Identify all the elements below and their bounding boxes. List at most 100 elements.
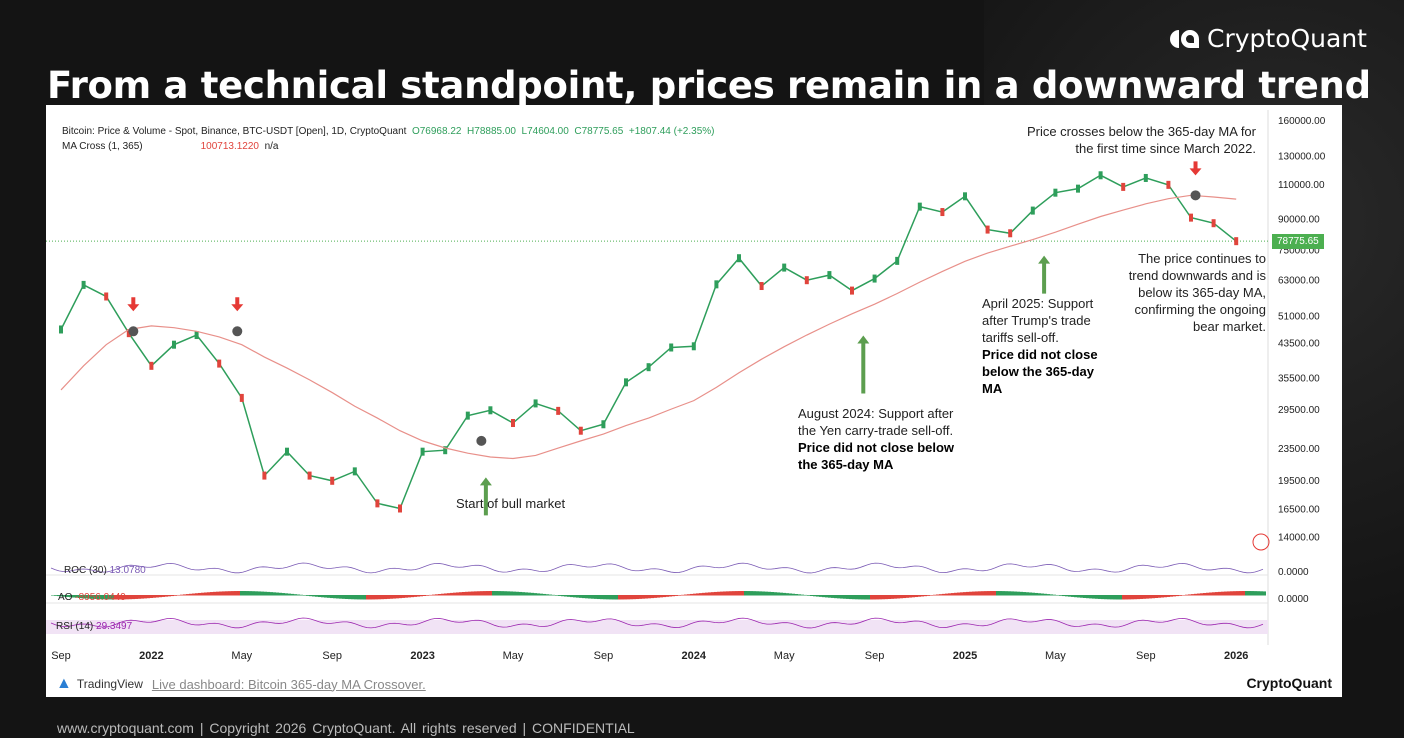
ao-bar bbox=[600, 595, 603, 600]
ao-bar bbox=[156, 595, 159, 598]
ao-bar bbox=[1209, 592, 1212, 596]
ma-line bbox=[60, 194, 1237, 460]
ao-bar bbox=[837, 595, 840, 599]
ao-bar bbox=[120, 595, 123, 600]
ao-bar bbox=[105, 595, 108, 600]
ao-bar bbox=[822, 595, 825, 598]
ao-bar bbox=[588, 595, 591, 599]
x-tick-label: 2022 bbox=[139, 650, 163, 662]
ao-bar bbox=[666, 595, 669, 597]
ao-bar bbox=[474, 591, 477, 596]
ao-bar bbox=[603, 595, 606, 600]
ao-bar bbox=[918, 595, 921, 597]
price-candle bbox=[443, 446, 448, 455]
price-candle bbox=[917, 202, 922, 211]
ao-bar bbox=[546, 594, 549, 596]
ao-bar bbox=[384, 595, 387, 600]
x-tick-label: Sep bbox=[1136, 650, 1156, 662]
ao-bar bbox=[174, 595, 177, 596]
ao-bar bbox=[891, 595, 894, 599]
ao-bar bbox=[921, 595, 924, 597]
ao-bar bbox=[1071, 595, 1074, 597]
ao-bar bbox=[102, 595, 105, 600]
ao-bar bbox=[1212, 592, 1215, 596]
price-candle bbox=[985, 225, 990, 234]
help-icon bbox=[1252, 533, 1270, 551]
ohlc-low: L74604.00 bbox=[521, 126, 569, 137]
ao-bar bbox=[291, 593, 294, 596]
ao-bar bbox=[936, 594, 939, 596]
ao-bar bbox=[840, 595, 843, 599]
ao-bar bbox=[975, 591, 978, 596]
ao-bar bbox=[198, 592, 201, 596]
price-candle bbox=[556, 406, 561, 415]
ao-bar bbox=[1260, 591, 1263, 596]
y-tick-label: 130000.00 bbox=[1278, 152, 1326, 163]
ao-bar bbox=[1029, 592, 1032, 596]
ao-bar bbox=[168, 595, 171, 597]
y-tick-label: 19500.00 bbox=[1278, 476, 1320, 487]
price-candle bbox=[1053, 188, 1058, 197]
price-candle bbox=[827, 271, 832, 280]
series-title: Bitcoin: Price & Volume - Spot, Binance,… bbox=[62, 126, 407, 137]
ao-bar bbox=[756, 591, 759, 596]
annotation-apr-bold: Price did not close below the 365-day MA bbox=[982, 347, 1098, 396]
ao-bar bbox=[135, 595, 138, 599]
annotation-aug-text: August 2024: Support after the Yen carry… bbox=[798, 406, 954, 438]
live-dashboard-link[interactable]: Live dashboard: Bitcoin 365-day MA Cross… bbox=[151, 676, 426, 692]
ao-bar bbox=[381, 595, 384, 600]
price-candle bbox=[737, 254, 741, 263]
ao-bar bbox=[594, 595, 597, 599]
ao-bar bbox=[894, 595, 897, 599]
ao-bar bbox=[54, 595, 57, 596]
ao-bar bbox=[282, 593, 285, 596]
ao-bar bbox=[486, 591, 489, 596]
ao-bar bbox=[351, 595, 354, 600]
ao-bar bbox=[1143, 595, 1146, 599]
ao-bar bbox=[1167, 595, 1170, 597]
price-candle bbox=[307, 471, 312, 480]
ao-bar bbox=[441, 593, 444, 596]
ao-bar bbox=[933, 594, 936, 596]
ao-bar bbox=[630, 595, 633, 600]
ao-bar bbox=[510, 591, 513, 596]
annotation-apr-2025: April 2025: Support after Trump's trade … bbox=[982, 295, 1112, 397]
ao-bar bbox=[957, 592, 960, 596]
ao-bar bbox=[108, 595, 111, 600]
ao-bar bbox=[1104, 595, 1107, 600]
ao-bar bbox=[792, 593, 795, 596]
x-tick-label: Sep bbox=[322, 650, 342, 662]
ao-bar bbox=[501, 591, 504, 596]
ao-bar bbox=[816, 595, 819, 597]
ao-bar bbox=[774, 592, 777, 596]
ao-bar bbox=[882, 595, 885, 600]
ao-bar bbox=[513, 591, 516, 596]
ao-bar bbox=[1254, 591, 1257, 596]
ao-bar bbox=[111, 595, 114, 600]
ao-bar bbox=[1005, 591, 1008, 596]
ao-bar bbox=[723, 591, 726, 596]
ao-bar bbox=[1110, 595, 1113, 600]
ao-bar bbox=[900, 595, 903, 599]
ao-bar bbox=[264, 591, 267, 596]
ao-bar bbox=[297, 594, 300, 596]
ao-bar bbox=[642, 595, 645, 599]
ao-bar bbox=[798, 594, 801, 596]
roc-axis-label: 0.0000 bbox=[1278, 567, 1309, 578]
ao-bar bbox=[129, 595, 132, 600]
price-candle bbox=[1098, 171, 1103, 180]
ao-bar bbox=[987, 591, 990, 596]
ao-bar bbox=[555, 595, 558, 596]
ao-bar bbox=[483, 591, 486, 596]
ao-bar bbox=[228, 591, 231, 596]
price-candle bbox=[1076, 184, 1080, 193]
x-tick-label: 2024 bbox=[682, 650, 707, 662]
price-candle bbox=[624, 378, 628, 387]
ao-bar bbox=[717, 591, 720, 596]
ao-bar bbox=[810, 595, 813, 597]
ao-bar bbox=[849, 595, 852, 600]
cryptoquant-logo-icon bbox=[1170, 29, 1199, 48]
ao-bar bbox=[1158, 595, 1161, 598]
ao-bar bbox=[621, 595, 624, 600]
price-candle bbox=[714, 280, 719, 289]
